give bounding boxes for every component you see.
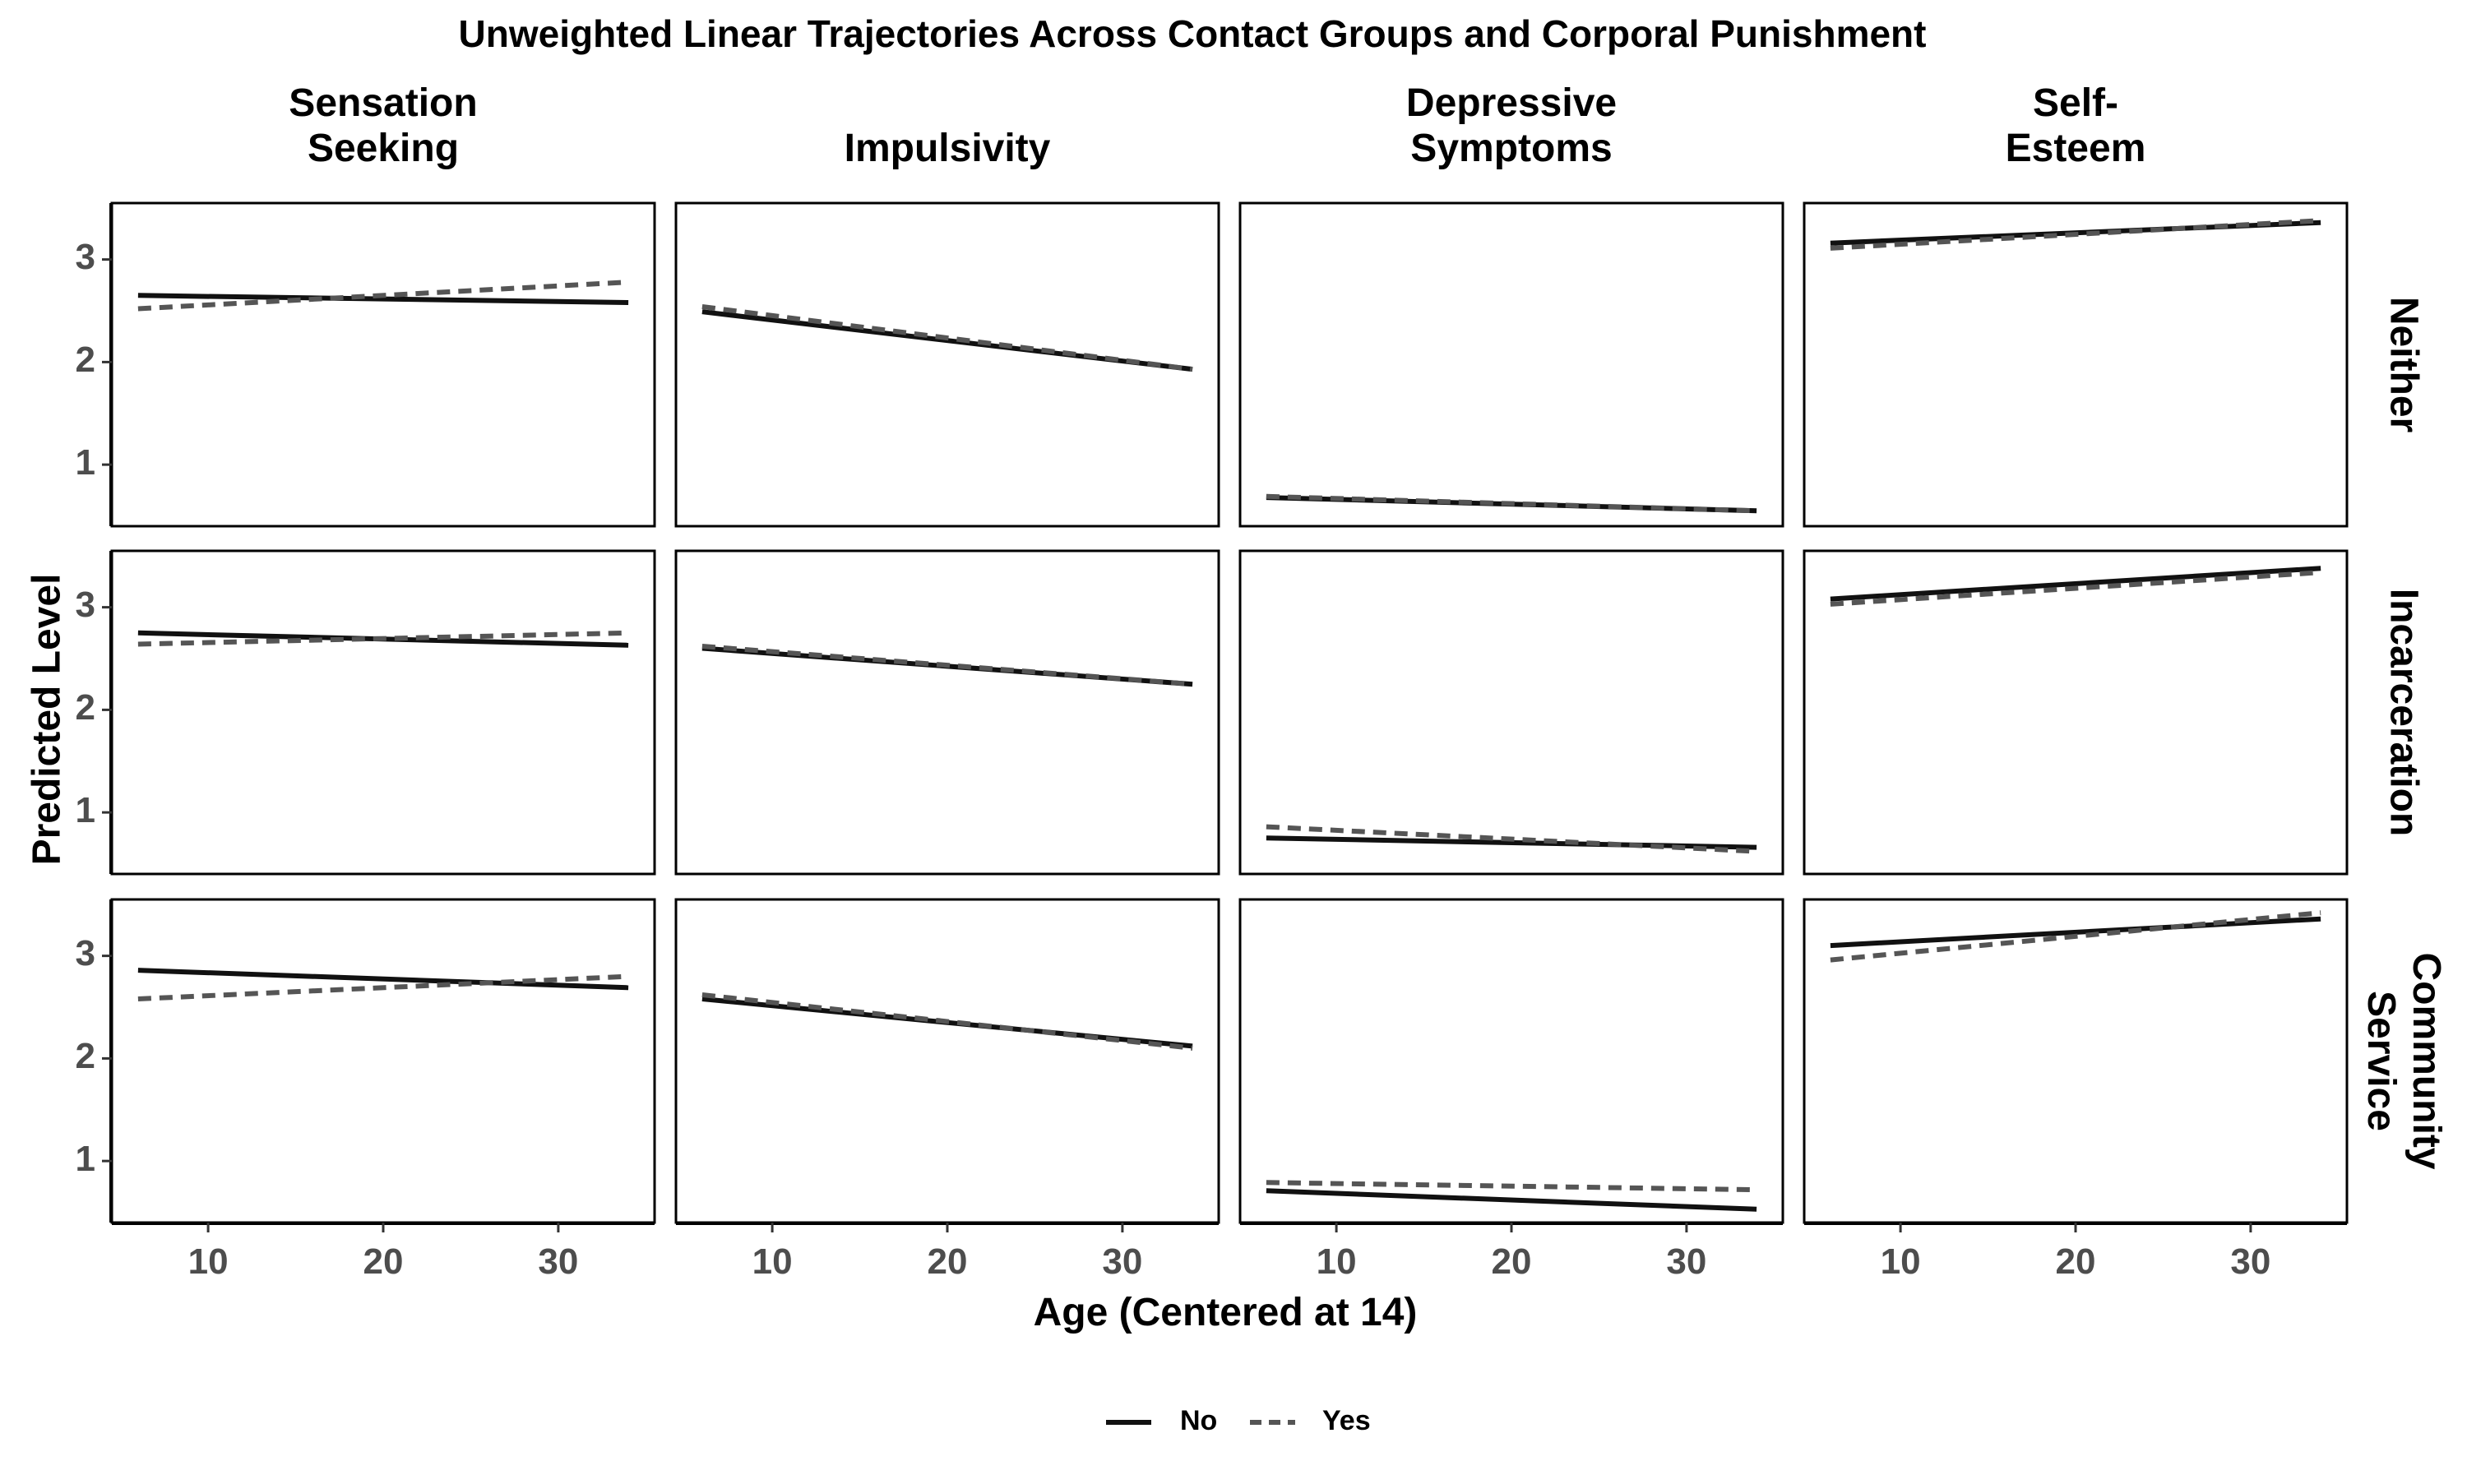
column-strip-label-selfesteem-1: Self- bbox=[2033, 81, 2118, 125]
legend-label-yes: Yes bbox=[1322, 1405, 1371, 1436]
x-tick-label-10: 10 bbox=[1317, 1241, 1357, 1282]
panel-incarceration-impulsivity bbox=[674, 549, 1220, 876]
y-tick-label-3: 3 bbox=[76, 237, 95, 277]
x-tick-label-30: 30 bbox=[1666, 1241, 1706, 1282]
x-tick-label-20: 20 bbox=[1492, 1241, 1532, 1282]
panel-incarceration-sensation bbox=[110, 549, 656, 876]
x-tick-label-10: 10 bbox=[188, 1241, 229, 1282]
panel-community-impulsivity bbox=[674, 898, 1220, 1224]
series-line-no bbox=[137, 293, 629, 305]
y-tick-label-1: 1 bbox=[76, 442, 95, 483]
chart-title: Unweighted Linear Trajectories Across Co… bbox=[459, 12, 1927, 55]
column-strip-label-impulsivity-1: Impulsivity bbox=[845, 127, 1051, 170]
panel-border bbox=[1238, 201, 1784, 528]
column-strip-label-depressive-2: Symptoms bbox=[1410, 127, 1612, 170]
y-tick-label-1: 1 bbox=[76, 1139, 95, 1179]
panel-border bbox=[110, 201, 656, 528]
series-line-yes bbox=[1266, 493, 1757, 514]
panel-border bbox=[1803, 201, 2349, 528]
panel-neither-sensation bbox=[110, 201, 656, 528]
panel-border bbox=[674, 549, 1220, 876]
column-strip-label-sensation-1: Sensation bbox=[289, 81, 477, 125]
series-line-yes bbox=[1830, 218, 2321, 251]
series-line-yes bbox=[1266, 1180, 1757, 1193]
y-tick-label-2: 2 bbox=[76, 1036, 95, 1076]
x-tick-label-20: 20 bbox=[928, 1241, 968, 1282]
legend: No Yes bbox=[1106, 1405, 1371, 1436]
x-tick-label-30: 30 bbox=[538, 1241, 578, 1282]
panel-border bbox=[1238, 898, 1784, 1224]
panel-incarceration-selfesteem bbox=[1803, 549, 2349, 876]
series-line-yes bbox=[701, 644, 1193, 687]
series-line-yes bbox=[137, 630, 629, 647]
panel-community-selfesteem bbox=[1803, 898, 2349, 1224]
panel-border bbox=[110, 549, 656, 876]
series-line-yes bbox=[137, 280, 629, 312]
x-tick-label-20: 20 bbox=[2056, 1241, 2096, 1282]
y-tick-label-3: 3 bbox=[76, 933, 95, 973]
series-line-no bbox=[1830, 566, 2321, 602]
x-tick-label-20: 20 bbox=[363, 1241, 404, 1282]
row-strip-label-incarceration-1: Incarceration bbox=[2381, 589, 2425, 836]
x-tick-label-30: 30 bbox=[1102, 1241, 1142, 1282]
panel-incarceration-depressive bbox=[1238, 549, 1784, 876]
x-axis-title: Age (Centered at 14) bbox=[1034, 1291, 1418, 1334]
series-line-yes bbox=[137, 973, 629, 1001]
panel-neither-impulsivity bbox=[674, 201, 1220, 528]
column-strip-label-selfesteem-2: Esteem bbox=[2006, 127, 2146, 170]
column-strip-label-depressive-1: Depressive bbox=[1406, 81, 1617, 125]
series-line-yes bbox=[1830, 910, 2321, 963]
y-tick-label-3: 3 bbox=[76, 585, 95, 625]
y-tick-label-2: 2 bbox=[76, 687, 95, 728]
row-strip-label-community-2: Service bbox=[2359, 991, 2403, 1131]
panel-border bbox=[1803, 898, 2349, 1224]
series-line-no bbox=[1266, 1188, 1757, 1212]
series-line-yes bbox=[1830, 570, 2321, 607]
panel-community-sensation bbox=[110, 898, 656, 1224]
panel-border bbox=[1803, 549, 2349, 876]
y-tick-label-2: 2 bbox=[76, 340, 95, 380]
row-strip-label-community-1: Community bbox=[2405, 953, 2448, 1170]
panel-neither-selfesteem bbox=[1803, 201, 2349, 528]
y-axis-title: Predicted Level bbox=[25, 574, 69, 866]
row-strip-label-neither-1: Neither bbox=[2381, 297, 2425, 432]
panel-community-depressive bbox=[1238, 898, 1784, 1224]
legend-label-no: No bbox=[1180, 1405, 1217, 1436]
series-line-yes bbox=[1266, 824, 1757, 854]
series-line-no bbox=[1830, 916, 2321, 949]
panel-border bbox=[674, 201, 1220, 528]
panel-border bbox=[110, 898, 656, 1224]
series-line-no bbox=[137, 968, 629, 991]
x-tick-label-10: 10 bbox=[752, 1241, 793, 1282]
y-tick-label-1: 1 bbox=[76, 790, 95, 830]
x-tick-label-30: 30 bbox=[2230, 1241, 2270, 1282]
panel-border bbox=[674, 898, 1220, 1224]
column-strip-label-sensation-2: Seeking bbox=[308, 127, 459, 170]
panel-neither-depressive bbox=[1238, 201, 1784, 528]
panel-border bbox=[1238, 549, 1784, 876]
series-line-yes bbox=[701, 992, 1193, 1051]
x-tick-label-10: 10 bbox=[1881, 1241, 1921, 1282]
series-line-yes bbox=[701, 304, 1193, 372]
